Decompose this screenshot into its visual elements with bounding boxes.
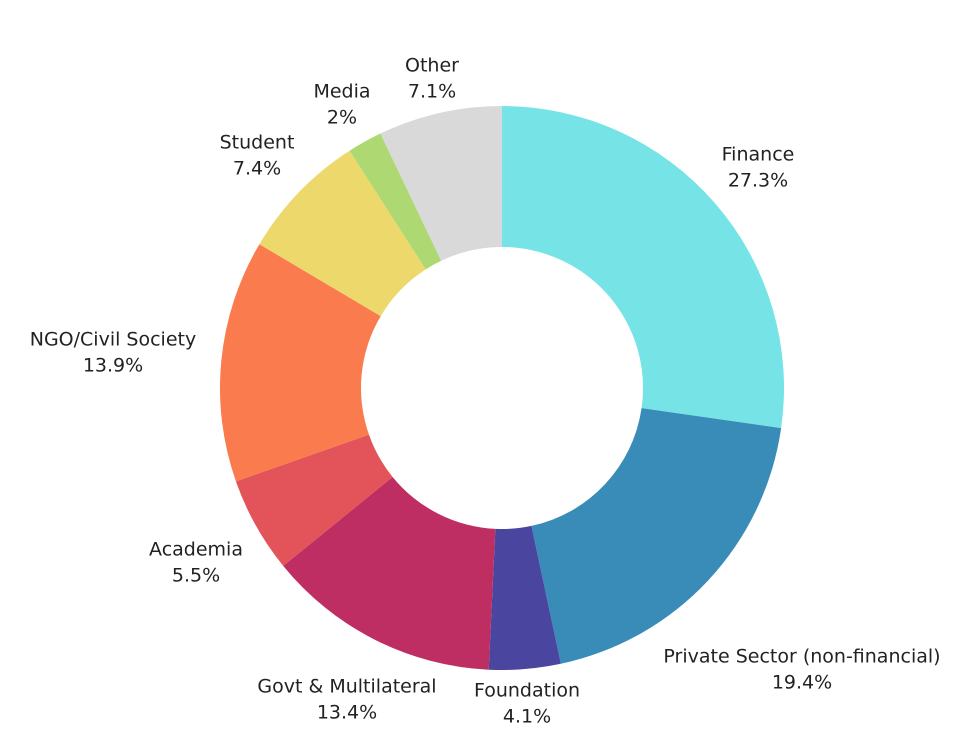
slice-value-ngo-civil-society: 13.9% — [83, 355, 143, 377]
slice-value-govt-multilateral: 13.4% — [317, 702, 377, 724]
slice-value-student: 7.4% — [233, 158, 281, 180]
slice-other — [380, 106, 502, 261]
slice-academia — [235, 434, 393, 566]
slice-ngo-civil-society — [220, 244, 381, 482]
slice-finance — [502, 106, 784, 429]
slice-label-academia: Academia — [149, 539, 243, 561]
slice-label-student: Student — [220, 132, 295, 154]
slice-label-foundation: Foundation — [474, 680, 580, 702]
slice-value-private-sector-non-financial: 19.4% — [772, 672, 832, 694]
slice-govt-multilateral — [283, 476, 496, 670]
slice-label-govt-multilateral: Govt & Multilateral — [257, 676, 436, 698]
slice-value-foundation: 4.1% — [503, 706, 551, 728]
slice-media — [349, 133, 442, 270]
slice-label-ngo-civil-society: NGO/Civil Society — [30, 329, 196, 351]
slice-value-finance: 27.3% — [728, 170, 788, 192]
slice-label-finance: Finance — [722, 144, 795, 166]
slice-label-private-sector-non-financial: Private Sector (non-financial) — [663, 646, 940, 668]
slice-private-sector-non-financial — [531, 408, 782, 664]
slice-student — [259, 150, 426, 317]
slice-foundation — [488, 525, 561, 670]
slice-value-academia: 5.5% — [172, 565, 220, 587]
slice-label-other: Other — [405, 55, 459, 77]
slice-label-media: Media — [313, 81, 370, 103]
slice-value-other: 7.1% — [408, 81, 456, 103]
slice-value-media: 2% — [327, 107, 357, 129]
